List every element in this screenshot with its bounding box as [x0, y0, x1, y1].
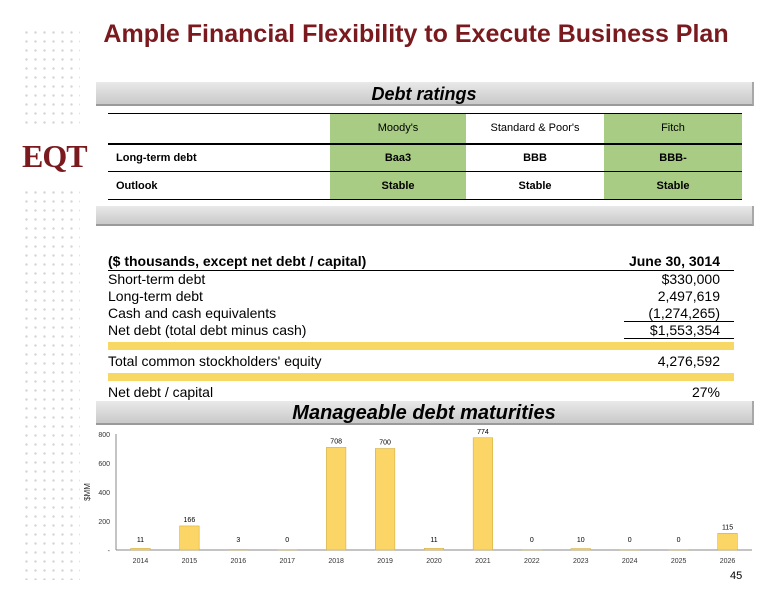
rating-cell: BBB-	[604, 143, 742, 172]
x-tick-label: 2021	[475, 558, 491, 565]
table-row: Short-term debt $330,000	[108, 271, 734, 288]
financials-header-date: June 30, 3014	[628, 253, 720, 269]
data-label: 115	[722, 524, 733, 531]
decorative-dot-pattern-top	[22, 28, 80, 130]
x-tick-label: 2024	[622, 558, 638, 565]
page-number: 45	[730, 570, 743, 582]
x-tick-label: 2014	[133, 558, 149, 565]
page-title: Ample Financial Flexibility to Execute B…	[103, 20, 729, 48]
table-row: Long-term debt Baa3 BBB BBB-	[108, 143, 742, 172]
financials-header-label: ($ thousands, except net debt / capital)	[108, 253, 367, 269]
bar	[423, 548, 445, 551]
row-value: (1,274,265)	[624, 305, 734, 322]
row-label: Outlook	[108, 171, 330, 200]
y-tick-label: -	[108, 548, 111, 555]
table-row: Long-term debt 2,497,619	[108, 288, 734, 305]
bar	[179, 525, 200, 551]
agency-moodys: Moody's	[330, 113, 466, 145]
row-value: 27%	[691, 384, 720, 400]
blank-section-banner	[96, 206, 754, 226]
row-label: Long-term debt	[108, 143, 330, 172]
debt-maturities-chart: - 200 400 600 800 $MM 11 2014 166 2015 3 2016 0 2017 7…	[83, 429, 752, 565]
ratings-corner-cell	[108, 113, 330, 145]
row-value: $330,000	[661, 271, 720, 287]
y-tick-label: 200	[98, 519, 110, 526]
y-tick-label: 800	[98, 432, 110, 439]
debt-ratings-banner: Debt ratings	[96, 82, 754, 106]
maturities-banner: Manageable debt maturities	[96, 401, 754, 425]
x-tick-label: 2018	[328, 558, 344, 565]
rating-cell: Stable	[466, 171, 604, 200]
data-label: 0	[628, 537, 632, 544]
row-label: Total common stockholders' equity	[108, 353, 322, 369]
row-label: Short-term debt	[108, 271, 206, 287]
x-tick-label: 2017	[279, 558, 295, 565]
data-label: 700	[379, 440, 391, 447]
y-tick-label: 600	[98, 461, 110, 468]
data-label: 11	[137, 537, 144, 544]
data-label: 166	[184, 517, 196, 524]
bar	[472, 437, 493, 551]
row-label: Cash and cash equivalents	[108, 305, 277, 321]
data-label: 0	[677, 537, 681, 544]
financials-table: ($ thousands, except net debt / capital)…	[108, 253, 734, 401]
data-label: 10	[577, 537, 585, 544]
y-tick-label: 400	[98, 490, 110, 497]
rating-cell: Stable	[330, 171, 466, 200]
debt-ratings-table: Moody's Standard & Poor's Fitch Long-ter…	[108, 113, 742, 200]
bar	[326, 447, 347, 551]
row-value: $1,553,354	[624, 322, 734, 339]
bar	[130, 548, 151, 551]
data-label: 774	[477, 429, 489, 436]
row-label: Net debt / capital	[108, 384, 214, 400]
table-row: Net debt (total debt minus cash) $1,553,…	[108, 322, 734, 339]
x-tick-label: 2023	[573, 558, 589, 565]
data-label: 11	[430, 537, 437, 544]
rating-cell: Baa3	[330, 143, 466, 172]
bar	[375, 448, 396, 551]
x-tick-label: 2026	[720, 558, 736, 565]
data-label: 708	[330, 438, 342, 445]
data-label: 3	[236, 537, 240, 544]
highlight-band	[108, 373, 734, 381]
ratings-header-row: Moody's Standard & Poor's Fitch	[108, 113, 742, 145]
agency-fitch: Fitch	[604, 113, 742, 145]
row-label: Net debt (total debt minus cash)	[108, 322, 307, 338]
x-tick-label: 2025	[671, 558, 687, 565]
row-value: 4,276,592	[657, 353, 720, 369]
bar	[570, 548, 591, 551]
bar	[717, 533, 738, 551]
y-axis-label: $MM	[83, 483, 92, 501]
x-tick-label: 2015	[182, 558, 198, 565]
decorative-dot-pattern-bottom	[22, 188, 80, 580]
table-row: Cash and cash equivalents (1,274,265)	[108, 305, 734, 322]
row-value: 2,497,619	[657, 288, 720, 304]
agency-sp: Standard & Poor's	[466, 113, 604, 145]
company-logo: EQT	[22, 138, 88, 174]
data-label: 0	[285, 537, 289, 544]
table-row: Outlook Stable Stable Stable	[108, 171, 742, 200]
rating-cell: BBB	[466, 143, 604, 172]
x-tick-label: 2022	[524, 558, 540, 565]
x-tick-label: 2016	[231, 558, 247, 565]
row-label: Long-term debt	[108, 288, 203, 304]
financials-header-row: ($ thousands, except net debt / capital)…	[108, 253, 734, 271]
table-row: Net debt / capital 27%	[108, 384, 734, 401]
highlight-band	[108, 342, 734, 350]
x-tick-label: 2019	[377, 558, 393, 565]
data-label: 0	[530, 537, 534, 544]
x-tick-label: 2020	[426, 558, 442, 565]
table-row: Total common stockholders' equity 4,276,…	[108, 353, 734, 370]
rating-cell: Stable	[604, 171, 742, 200]
